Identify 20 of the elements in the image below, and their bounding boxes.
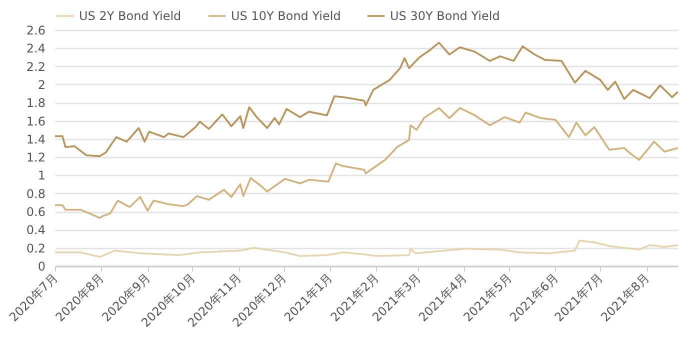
line-series <box>55 240 678 258</box>
legend-label: US 10Y Bond Yield <box>231 9 341 23</box>
y-tick-label: 1.6 <box>26 114 46 128</box>
y-tick-label: 2 <box>38 78 46 92</box>
legend-label: US 30Y Bond Yield <box>390 9 500 23</box>
y-tick-label: 1 <box>38 168 46 183</box>
y-tick-label: 0 <box>38 260 46 274</box>
legend-label: US 2Y Bond Yield <box>79 9 182 23</box>
y-tick-label: 1.4 <box>26 132 46 146</box>
line-series <box>55 107 678 219</box>
y-tick-label: 1.2 <box>26 150 46 165</box>
y-tick-label: 2.6 <box>26 24 46 38</box>
y-tick-label: 2.4 <box>26 42 46 56</box>
y-tick-label: 0.6 <box>26 205 46 220</box>
y-tick-label: 0.2 <box>26 241 46 256</box>
y-tick-label: 0.8 <box>26 186 46 201</box>
y-tick-label: 0.4 <box>26 223 46 238</box>
line-series <box>55 42 678 158</box>
y-tick-label: 1.8 <box>26 96 46 110</box>
y-tick-label: 2.2 <box>26 60 46 74</box>
